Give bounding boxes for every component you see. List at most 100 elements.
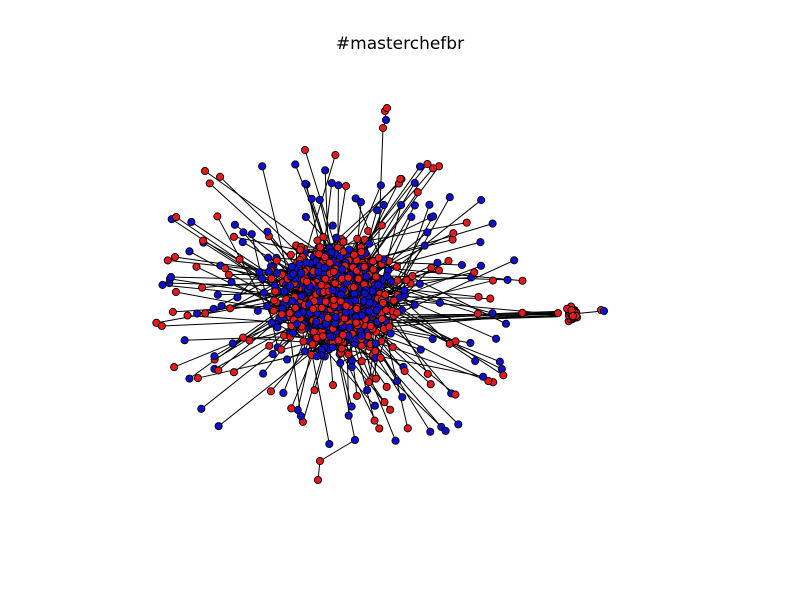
graph-node (344, 411, 353, 420)
graph-node (200, 166, 210, 176)
graph-node (484, 376, 493, 386)
graph-node (407, 212, 416, 222)
graph-node (185, 247, 194, 256)
graph-node (325, 439, 334, 449)
graph-node (329, 295, 338, 304)
graph-node (413, 188, 422, 197)
graph-node (370, 416, 379, 425)
graph-node (352, 304, 361, 313)
graph-node (499, 371, 508, 380)
graph-node (291, 160, 300, 169)
graph-node (371, 339, 380, 348)
graph-node (239, 333, 248, 342)
graph-node (283, 355, 292, 364)
graph-edge (382, 279, 451, 345)
graph-node (353, 234, 362, 243)
graph-node (289, 329, 298, 338)
graph-node (445, 193, 454, 202)
graph-node (180, 336, 189, 345)
graph-node (310, 386, 319, 395)
graph-node (474, 292, 483, 301)
graph-node (166, 272, 176, 282)
graph-node (199, 236, 208, 245)
graph-node (553, 308, 563, 318)
graph-node (269, 306, 278, 315)
graph-node (302, 258, 311, 267)
graph-node (426, 380, 435, 389)
graph-node (321, 274, 330, 283)
graph-node (315, 195, 324, 204)
graph-node (344, 350, 353, 359)
graph-node (321, 166, 330, 175)
graph-node (382, 306, 391, 315)
graph-edge (343, 178, 402, 242)
graph-node (386, 277, 396, 286)
graph-node (247, 230, 256, 239)
graph-node (289, 269, 298, 279)
graph-node (221, 264, 230, 273)
graph-node (300, 145, 310, 155)
graph-node (357, 341, 366, 350)
graph-node (308, 340, 317, 349)
graph-node (263, 301, 272, 311)
graph-node (372, 306, 381, 315)
graph-node (599, 306, 609, 316)
graph-node (205, 179, 214, 188)
graph-node (233, 293, 242, 302)
graph-node (476, 238, 485, 247)
graph-node (168, 307, 177, 316)
graph-node (271, 287, 280, 296)
graph-node (410, 300, 419, 309)
graph-node (228, 339, 237, 348)
graph-node (264, 267, 273, 276)
graph-node (229, 232, 238, 241)
graph-node (313, 475, 323, 485)
graph-node (214, 422, 223, 431)
graph-node (402, 276, 411, 285)
graph-node (345, 245, 354, 254)
graph-node (423, 369, 432, 378)
graph-node (288, 297, 297, 306)
graph-node (428, 335, 437, 344)
graph-node (227, 278, 236, 287)
graph-node (336, 358, 345, 368)
graph-node (297, 268, 306, 277)
graph-node (363, 386, 372, 395)
graph-node (369, 265, 378, 274)
graph-node (466, 338, 475, 347)
graph-node (470, 268, 479, 277)
graph-node (316, 243, 325, 252)
graph-node (292, 319, 302, 328)
graph-node (345, 323, 354, 332)
graph-node (267, 318, 276, 327)
graph-node (309, 304, 318, 313)
graph-node (381, 115, 391, 125)
graph-node (226, 304, 235, 313)
graph-node (378, 123, 388, 133)
graph-node (385, 322, 394, 331)
graph-node (423, 159, 432, 169)
graph-node (213, 212, 222, 221)
graph-node (334, 181, 343, 190)
graph-node (266, 387, 276, 396)
graph-node (488, 219, 497, 228)
graph-edge (399, 312, 559, 324)
graph-node (209, 304, 218, 313)
graph-node (374, 253, 383, 262)
graph-node (370, 401, 379, 410)
graph-node (518, 276, 527, 285)
graph-node (325, 258, 334, 267)
graph-node (193, 374, 202, 383)
graph-node (330, 279, 340, 288)
graph-node (365, 239, 374, 248)
graph-node (389, 296, 398, 305)
graph-node (339, 237, 348, 246)
graph-node (425, 200, 434, 209)
graph-node (158, 280, 167, 289)
graph-node (410, 178, 419, 187)
graph-node (381, 290, 390, 299)
graph-node (312, 317, 321, 326)
graph-node (386, 405, 395, 414)
graph-node (272, 256, 281, 265)
graph-node (488, 309, 497, 318)
